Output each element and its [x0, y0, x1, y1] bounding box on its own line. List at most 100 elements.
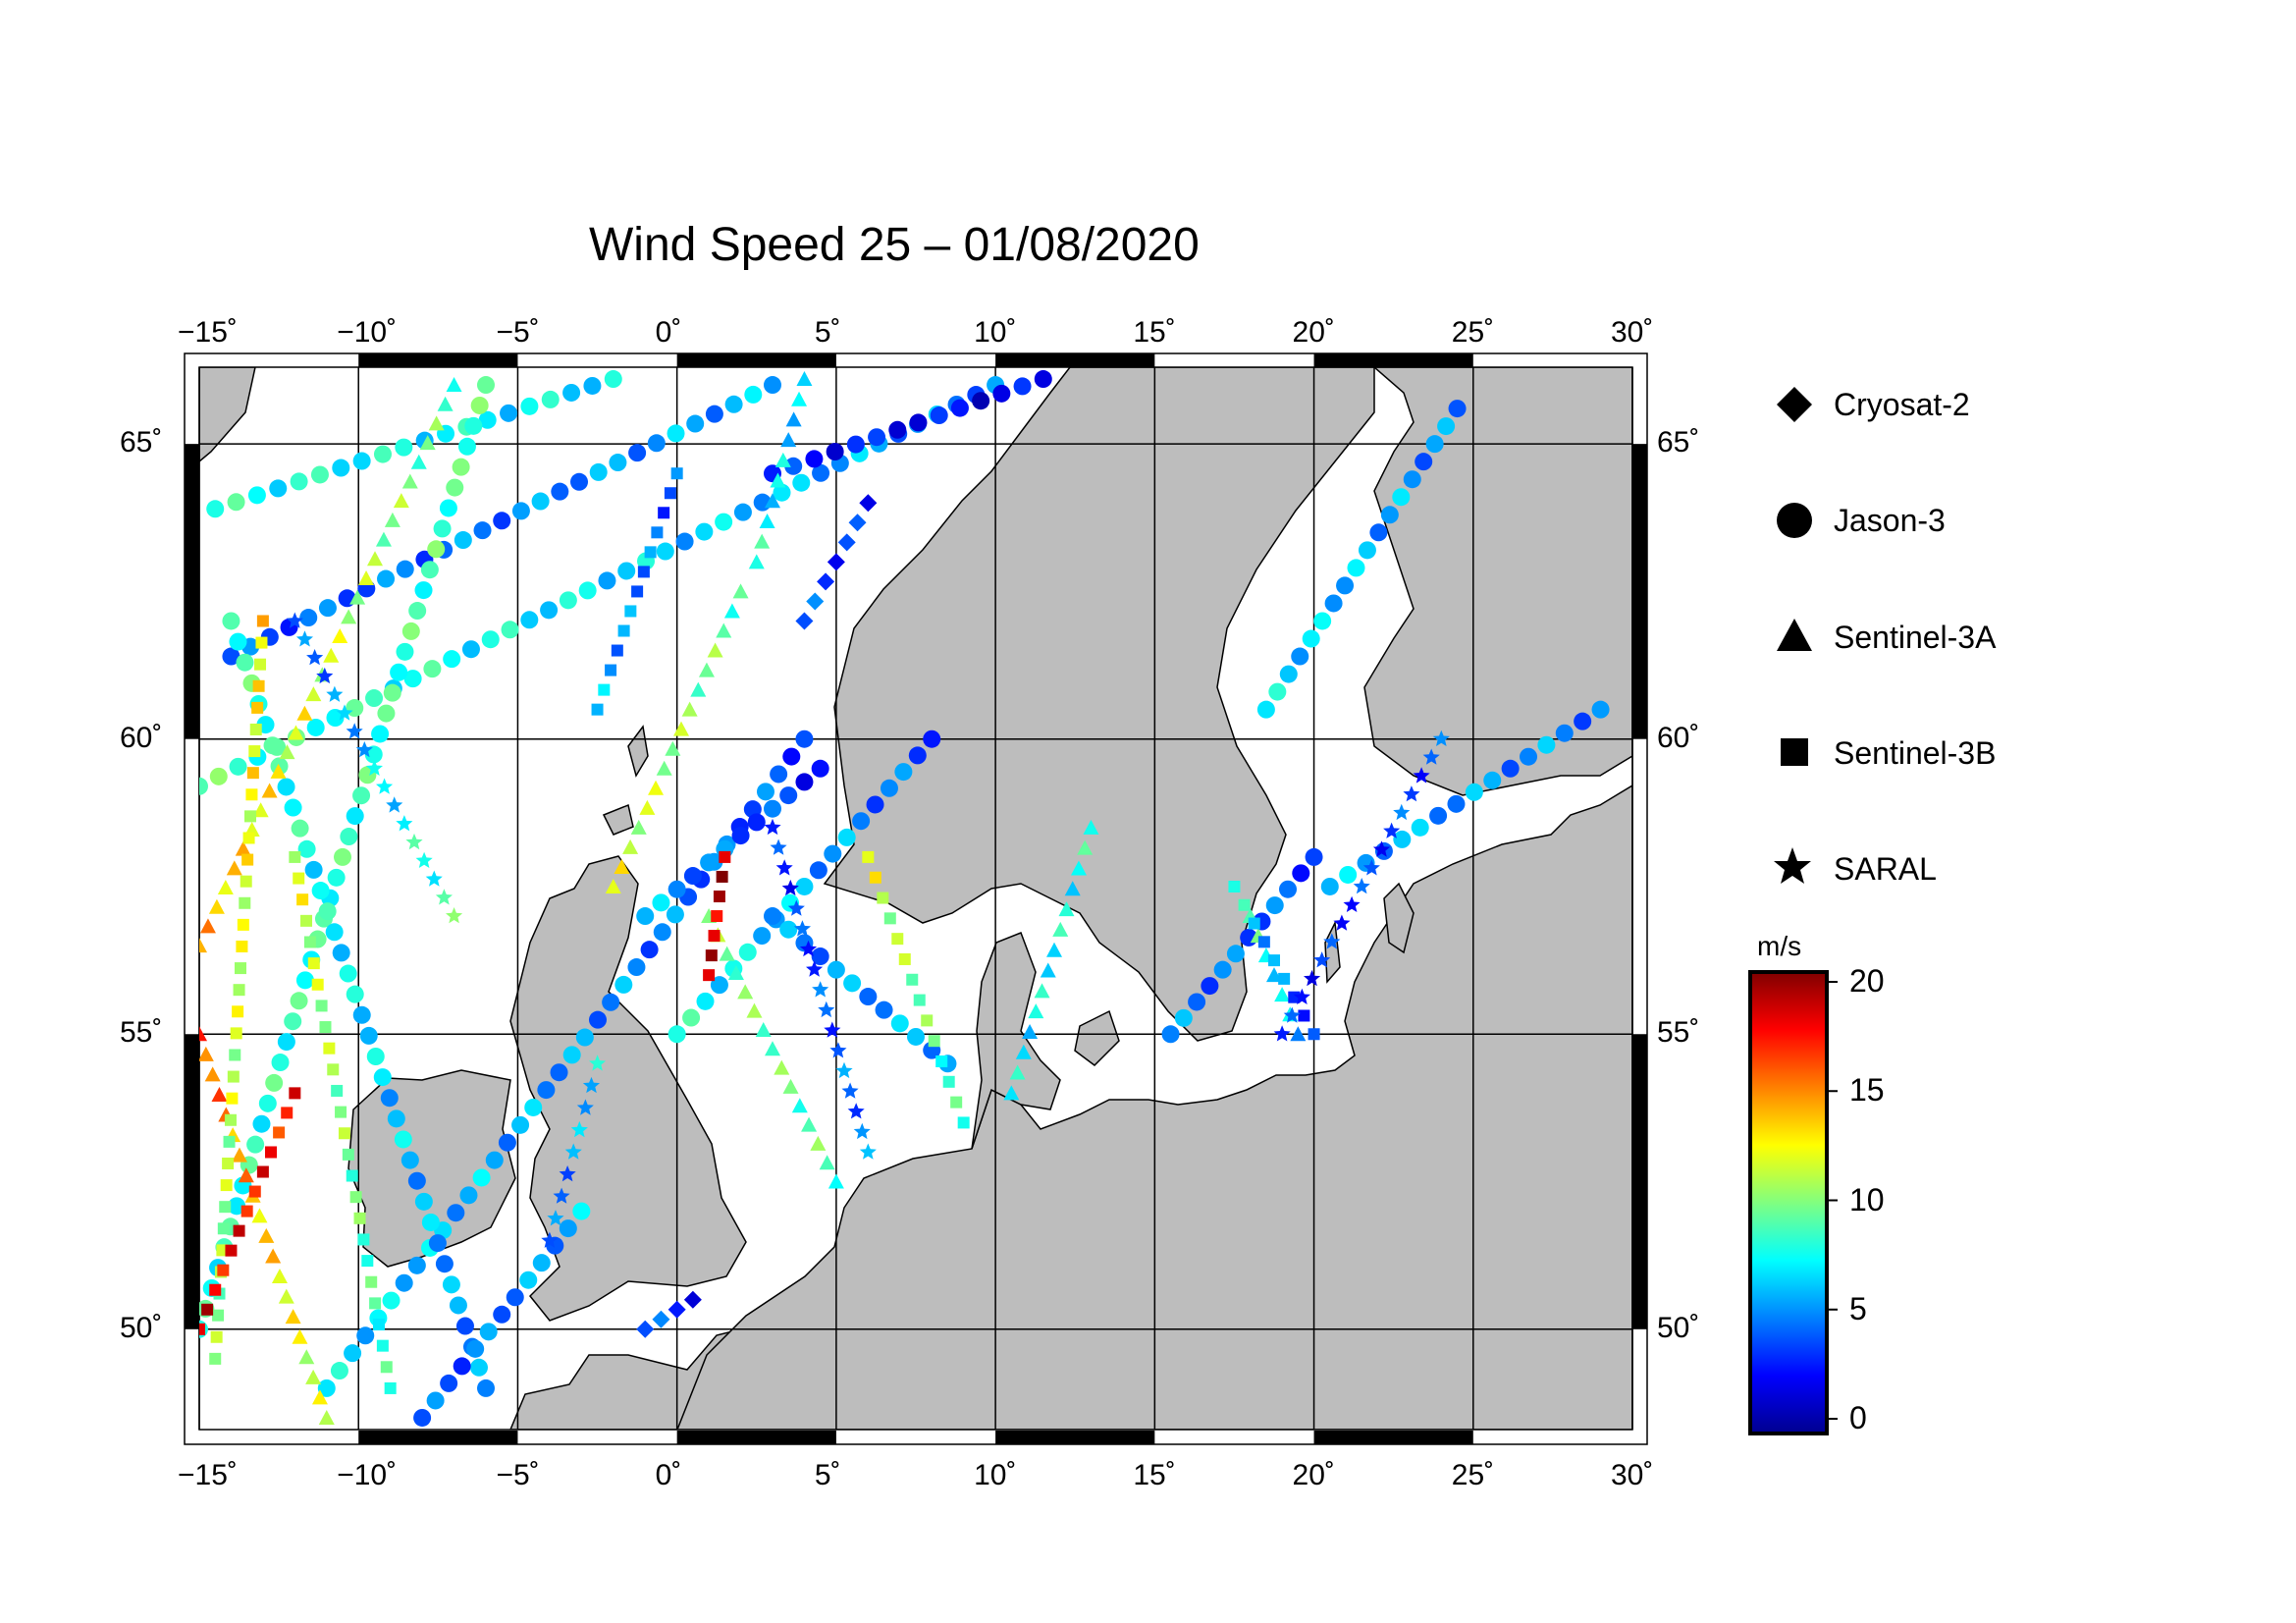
- star-marker: [1413, 767, 1430, 784]
- triangle-marker: [1015, 1044, 1032, 1059]
- triangle-marker: [349, 589, 366, 605]
- lon-tick-label: 5˚: [814, 316, 841, 349]
- circle-marker: [628, 444, 647, 462]
- circle-marker: [229, 757, 247, 776]
- circle-marker: [258, 1094, 277, 1112]
- triangle-marker: [305, 686, 322, 702]
- triangle-marker: [375, 531, 392, 547]
- circle-marker: [470, 396, 489, 414]
- colorbar-ticks: [1827, 981, 1838, 1420]
- circle-marker: [627, 958, 646, 977]
- square-marker: [928, 1035, 940, 1048]
- lon-tick-label: 30˚: [1611, 1459, 1654, 1491]
- circle-marker: [511, 1115, 530, 1134]
- circle-marker: [455, 1317, 474, 1335]
- star-marker: [1333, 914, 1351, 931]
- circle-marker: [682, 1008, 701, 1027]
- star-marker: [425, 870, 443, 887]
- circle-marker: [443, 650, 461, 669]
- square-marker: [199, 1323, 205, 1335]
- triangle-marker: [298, 1349, 315, 1365]
- circle-marker: [1447, 794, 1466, 813]
- square-marker: [254, 658, 267, 671]
- square-marker: [222, 1157, 235, 1169]
- circle-marker: [843, 974, 862, 993]
- circle-marker: [473, 521, 492, 540]
- diamond-marker: [817, 572, 835, 591]
- triangle-marker: [707, 642, 723, 658]
- circle-marker: [1313, 612, 1332, 630]
- diamond-marker: [652, 1310, 670, 1328]
- legend-label-sentinel-3a: Sentinel-3A: [1834, 620, 1997, 655]
- frame-bar: [358, 353, 518, 367]
- square-marker: [240, 875, 252, 888]
- circle-marker: [317, 1379, 336, 1397]
- square-marker: [216, 1244, 229, 1257]
- square-icon: [1781, 738, 1808, 766]
- square-marker: [234, 962, 246, 975]
- circle-marker: [666, 905, 684, 924]
- square-marker: [289, 1087, 301, 1100]
- circle-marker: [784, 457, 803, 475]
- triangle-marker: [765, 493, 780, 509]
- circle-marker: [562, 1046, 581, 1064]
- triangle-marker: [774, 1059, 790, 1075]
- circle-marker: [652, 893, 670, 912]
- circle-marker: [520, 611, 539, 629]
- lon-tick-label: 25˚: [1451, 1459, 1495, 1491]
- triangle-marker: [759, 513, 775, 528]
- triangle-marker: [211, 1086, 228, 1102]
- colorbar-tick-label: 20: [1849, 963, 1885, 999]
- lon-tick-label: 30˚: [1611, 316, 1654, 349]
- triangle-marker: [796, 371, 813, 387]
- star-marker: [376, 778, 394, 794]
- triangle-marker: [285, 1309, 301, 1325]
- circle-marker: [764, 376, 781, 395]
- circle-marker: [1339, 865, 1358, 884]
- circle-marker: [972, 392, 990, 410]
- square-marker: [883, 912, 896, 925]
- square-marker: [380, 1361, 393, 1374]
- triangle-marker: [401, 473, 418, 489]
- circle-marker: [541, 390, 560, 408]
- square-marker: [242, 832, 255, 844]
- square-marker: [705, 949, 718, 962]
- square-marker: [651, 526, 664, 539]
- circle-marker: [675, 532, 694, 551]
- circle-marker: [401, 622, 420, 640]
- square-marker: [357, 1233, 370, 1246]
- square-marker: [293, 872, 305, 885]
- triangle-marker: [755, 1021, 772, 1037]
- circle-marker: [439, 499, 457, 517]
- circle-marker: [284, 1012, 302, 1031]
- circle-marker: [880, 779, 898, 797]
- circle-marker: [1520, 747, 1538, 766]
- square-marker: [233, 984, 245, 997]
- star-marker: [415, 851, 433, 868]
- star-marker: [1283, 1006, 1301, 1023]
- star-marker: [1372, 840, 1391, 857]
- lon-tick-label: −10˚: [337, 1459, 398, 1491]
- circle-marker: [318, 902, 337, 921]
- square-marker: [862, 850, 875, 863]
- circle-marker: [715, 513, 733, 531]
- circle-marker: [827, 960, 845, 979]
- square-marker: [891, 933, 904, 946]
- triangle-marker: [770, 472, 786, 488]
- colorbar-tick-label: 5: [1849, 1290, 1867, 1326]
- triangle-marker: [332, 628, 348, 644]
- square-marker: [245, 788, 258, 801]
- circle-marker: [1188, 993, 1206, 1011]
- diamond-marker: [848, 514, 867, 532]
- lat-tick-label: 65˚: [120, 426, 163, 460]
- lat-tick-label: 55˚: [1657, 1016, 1700, 1050]
- square-marker: [300, 914, 313, 927]
- triangle-marker: [428, 415, 445, 431]
- square-marker: [237, 918, 249, 931]
- land-orkney: [602, 803, 634, 836]
- star-marker: [316, 667, 334, 684]
- triangle-marker: [419, 435, 436, 451]
- circle-marker: [888, 420, 907, 439]
- circle-marker: [461, 640, 480, 659]
- triangle-marker: [271, 1269, 288, 1284]
